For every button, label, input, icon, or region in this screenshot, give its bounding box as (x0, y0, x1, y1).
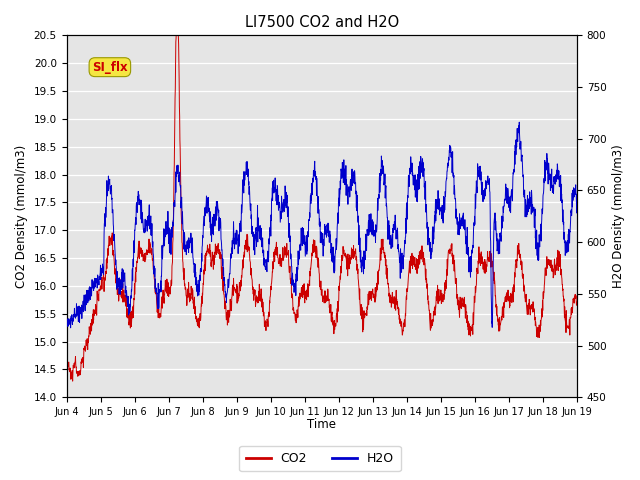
Text: SI_flx: SI_flx (92, 60, 127, 73)
Legend: CO2, H2O: CO2, H2O (239, 446, 401, 471)
Y-axis label: H2O Density (mmol/m3): H2O Density (mmol/m3) (612, 144, 625, 288)
X-axis label: Time: Time (307, 419, 336, 432)
Title: LI7500 CO2 and H2O: LI7500 CO2 and H2O (244, 15, 399, 30)
Y-axis label: CO2 Density (mmol/m3): CO2 Density (mmol/m3) (15, 144, 28, 288)
